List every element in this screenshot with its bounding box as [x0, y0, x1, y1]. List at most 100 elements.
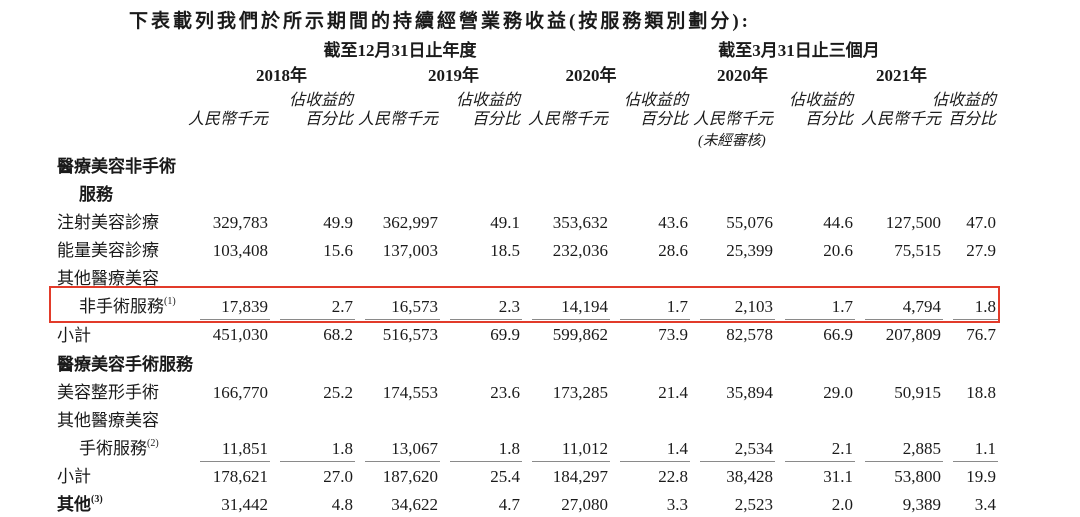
row-label: 手術服務(2)	[79, 438, 159, 458]
value-cell: 35,894	[726, 383, 774, 402]
table-caption: 下表載列我們於所示期間的持續經營業務收益(按服務類別劃分):	[129, 11, 751, 32]
value-cell: 17,839	[200, 297, 270, 320]
value-cell: 25,399	[726, 241, 774, 260]
value-cell: 82,578	[726, 325, 774, 344]
value-cell: 353,632	[552, 213, 608, 232]
table-row-subtotal-surgical: 小計 178,621 27.0 187,620 25.4 184,297 22.…	[55, 462, 998, 490]
revenue-by-service-table: 截至12月31日止年度 截至3月31日止三個月 2018年 2019年 2020…	[55, 36, 999, 517]
section-header-nonsurgical-line1: 醫療美容非手術	[55, 152, 998, 180]
value-cell: 14,194	[532, 297, 610, 320]
value-cell: 38,428	[726, 467, 774, 486]
value-cell: 4,794	[865, 297, 944, 320]
value-cell: 31,442	[200, 495, 270, 517]
value-cell: 166,770	[212, 383, 268, 402]
spacer	[55, 36, 190, 61]
table-row-other-nonsurgical-line1: 其他醫療美容	[55, 264, 998, 292]
period-group-annual: 截至12月31日止年度	[323, 41, 477, 60]
value-cell: 31.1	[823, 467, 854, 486]
col-header-amount-2019: 人民幣千元	[357, 111, 438, 128]
value-cell: 2.0	[785, 495, 855, 517]
table-row-others: 其他(3) 31,442 4.8 34,622 4.7 27,080 3.3 2…	[55, 490, 998, 517]
row-label: 美容整形手術	[57, 383, 159, 402]
spacer	[55, 61, 190, 86]
value-cell: 27.0	[323, 467, 353, 486]
value-cell: 187,620	[382, 467, 438, 486]
year-header-2018: 2018年	[256, 66, 307, 85]
value-cell: 28.6	[658, 241, 689, 260]
col-header-amount-2018: 人民幣千元	[187, 111, 268, 128]
table-row-cosmetic-surgery: 美容整形手術 166,770 25.2 174,553 23.6 173,285…	[55, 378, 998, 406]
value-cell: 50,915	[894, 383, 942, 402]
table-row-other-surgical: 手術服務(2) 11,851 1.8 13,067 1.8 11,012 1.4…	[55, 434, 999, 462]
year-header-2021q1: 2021年	[876, 66, 928, 85]
value-cell: 1.4	[620, 439, 691, 462]
spacer	[775, 132, 998, 152]
value-cell: 1.1	[953, 439, 999, 462]
value-cell: 2,534	[700, 439, 776, 462]
column-header-row: 人民幣千元 佔收益的 百分比 人民幣千元 佔收益的 百分比 人民幣千元 佔收益的 百分…	[55, 86, 998, 132]
value-cell: 20.6	[823, 241, 854, 260]
spacer	[190, 350, 998, 378]
value-cell: 21.4	[658, 383, 689, 402]
value-cell: 43.6	[658, 213, 689, 232]
value-cell: 23.6	[490, 383, 520, 402]
value-cell: 1.8	[280, 439, 355, 462]
table-row-injection: 注射美容診療 329,783 49.9 362,997 49.1 353,632…	[55, 208, 998, 236]
value-cell: 137,003	[382, 241, 438, 260]
row-label: 其他醫療美容	[57, 411, 159, 430]
value-cell: 34,622	[365, 495, 440, 517]
value-cell: 1.8	[953, 297, 999, 320]
value-cell: 16,573	[365, 297, 440, 320]
row-label: 注射美容診療	[57, 213, 159, 232]
spacer	[55, 86, 190, 132]
section-header-surgical: 醫療美容手術服務	[55, 350, 998, 378]
year-header-2020: 2020年	[565, 66, 617, 85]
value-cell: 76.7	[966, 325, 997, 344]
section-label: 服務	[79, 185, 113, 204]
footnote-marker-3: (3)	[91, 494, 103, 506]
value-cell: 173,285	[552, 383, 608, 402]
col-header-pct-2019: 佔收益的 百分比	[455, 92, 520, 128]
value-cell: 47.0	[966, 213, 997, 232]
value-cell: 174,553	[382, 383, 438, 402]
col-header-amount-2020: 人民幣千元	[527, 111, 608, 128]
section-header-nonsurgical-line2: 服務	[55, 180, 998, 208]
year-header-2019: 2019年	[428, 66, 479, 85]
unaudited-note: (未經審核)	[698, 133, 766, 149]
value-cell: 22.8	[658, 467, 689, 486]
value-cell: 27.9	[966, 241, 997, 260]
spacer	[190, 152, 998, 180]
spacer	[55, 132, 690, 152]
row-label: 其他(3)	[57, 494, 103, 514]
footnote-marker-1: (1)	[164, 296, 176, 308]
row-label: 小計	[57, 326, 91, 345]
section-label: 醫療美容非手術	[57, 157, 176, 176]
value-cell: 11,012	[532, 439, 610, 462]
value-cell: 44.6	[823, 213, 854, 232]
value-cell: 2.1	[785, 439, 856, 462]
value-cell: 2.3	[450, 297, 522, 320]
spacer	[190, 180, 998, 208]
value-cell: 11,851	[200, 439, 270, 462]
value-cell: 25.2	[323, 383, 353, 402]
col-header-amount-2021q1: 人民幣千元	[861, 111, 942, 128]
value-cell: 207,809	[885, 325, 942, 344]
table-row-other-nonsurgical: 非手術服務(1) 17,839 2.7 16,573 2.3 14,194 1.…	[55, 292, 999, 320]
value-cell: 2.7	[280, 297, 355, 320]
value-cell: 68.2	[323, 325, 353, 344]
value-cell: 3.3	[620, 495, 690, 517]
value-cell: 2,523	[700, 495, 775, 517]
value-cell: 1.8	[450, 439, 522, 462]
table-row-subtotal-nonsurgical: 小計 451,030 68.2 516,573 69.9 599,862 73.…	[55, 320, 998, 350]
value-cell: 127,500	[885, 213, 942, 232]
value-cell: 75,515	[894, 241, 942, 260]
row-label: 小計	[57, 467, 91, 486]
value-cell: 18.5	[490, 241, 520, 260]
value-cell: 178,621	[212, 467, 268, 486]
table-row-energy: 能量美容診療 103,408 15.6 137,003 18.5 232,036…	[55, 236, 998, 264]
value-cell: 1.7	[785, 297, 856, 320]
value-cell: 27,080	[532, 495, 610, 517]
value-cell: 232,036	[552, 241, 608, 260]
value-cell: 53,800	[894, 467, 942, 486]
